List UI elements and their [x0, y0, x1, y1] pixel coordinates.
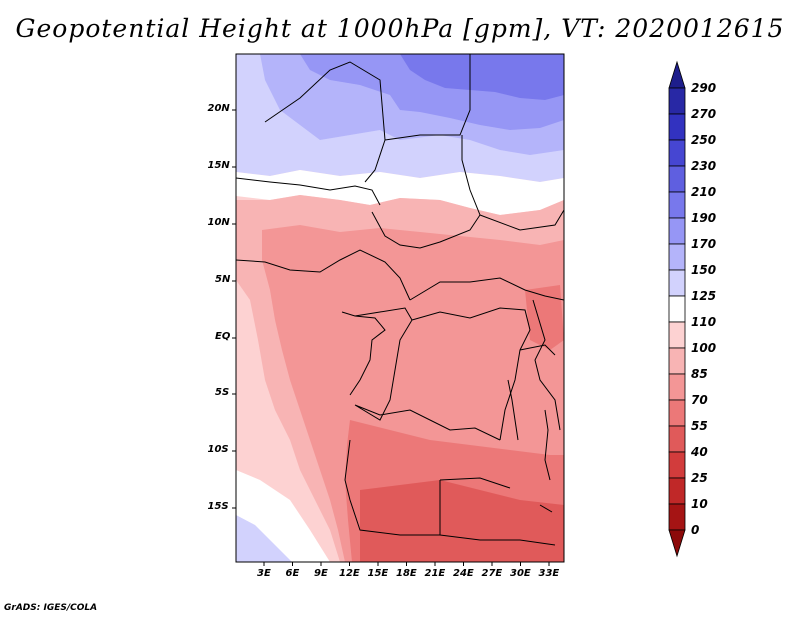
lon-label-12e: 12E: [339, 568, 360, 579]
colorbar-label-270: 270: [691, 107, 717, 121]
colorbar-segment: [668, 451, 686, 479]
map-field: [236, 54, 564, 562]
lake-lines: [507, 379, 553, 513]
colorbar-segment: [668, 243, 686, 271]
colorbar-segment: [668, 529, 686, 558]
lon-label-3e: 3E: [257, 568, 271, 579]
lat-label-10n: 10N: [207, 217, 230, 228]
border-lines: [236, 54, 564, 546]
colorbar-label-85: 85: [691, 367, 708, 381]
lat-label-eq: EQ: [215, 331, 231, 342]
colorbar-segment: [668, 347, 686, 375]
colorbar-segment: [668, 295, 686, 323]
lon-label-24e: 24E: [453, 568, 474, 579]
field-band-55-east: [525, 285, 564, 350]
colorbar-segment: [668, 217, 686, 245]
lat-label-5n: 5N: [215, 274, 231, 285]
field-band-110: [236, 170, 564, 215]
colorbar-label-40: 40: [691, 445, 708, 459]
colorbar-label-70: 70: [691, 393, 708, 407]
lon-label-15e: 15E: [367, 568, 389, 579]
lat-label-20n: 20N: [207, 103, 230, 114]
lon-label-30e: 30E: [510, 568, 531, 579]
colorbar-label-250: 250: [691, 133, 717, 147]
colorbar-segment: [668, 321, 686, 349]
map-frame: [235, 53, 565, 563]
colorbar-segment: [668, 165, 686, 193]
colorbar-segment: [668, 87, 686, 115]
colorbar-label-110: 110: [691, 315, 717, 329]
lon-label-21e: 21E: [424, 568, 446, 579]
lat-label-5s: 5S: [215, 387, 230, 398]
chart-title: Geopotential Height at 1000hPa [gpm], VT…: [15, 14, 785, 43]
colorbar-segment: [668, 373, 686, 401]
colorbar-segment: [668, 399, 686, 427]
colorbar-label-125: 125: [691, 289, 717, 303]
colorbar-segment: [668, 425, 686, 453]
colorbar-label-0: 0: [691, 523, 700, 537]
lat-label-15n: 15N: [207, 160, 230, 171]
colorbar-label-25: 25: [691, 471, 708, 485]
colorbar-label-10: 10: [691, 497, 708, 511]
country-borders: [236, 54, 564, 546]
lat-label-10s: 10S: [207, 444, 229, 455]
colorbar-label-55: 55: [691, 419, 708, 433]
lon-label-9e: 9E: [314, 568, 328, 579]
colorbar-label-230: 230: [691, 159, 717, 173]
lon-label-33e: 33E: [538, 568, 560, 579]
colorbar: [668, 60, 686, 558]
lat-label-15s: 15S: [207, 501, 229, 512]
colorbar-label-150: 150: [691, 263, 717, 277]
colorbar-segment: [668, 113, 686, 141]
lon-label-6e: 6E: [285, 568, 300, 579]
colorbar-label-100: 100: [691, 341, 717, 355]
lon-label-18e: 18E: [396, 568, 417, 579]
colorbar-segment: [668, 503, 686, 531]
colorbar-segment: [668, 269, 686, 297]
colorbar-segment: [668, 60, 686, 89]
colorbar-segment: [668, 477, 686, 505]
footer-credit: GrADS: IGES/COLA: [4, 603, 98, 613]
field-band-210: [400, 54, 564, 100]
colorbar-label-190: 190: [691, 211, 717, 225]
colorbar-segment: [668, 139, 686, 167]
colorbar-label-290: 290: [691, 81, 717, 95]
field-band-40: [360, 480, 564, 562]
colorbar-segment: [668, 191, 686, 219]
colorbar-label-210: 210: [691, 185, 717, 199]
lon-label-27e: 27E: [481, 568, 503, 579]
field-band-125-south: [236, 515, 292, 562]
colorbar-label-170: 170: [691, 237, 717, 251]
